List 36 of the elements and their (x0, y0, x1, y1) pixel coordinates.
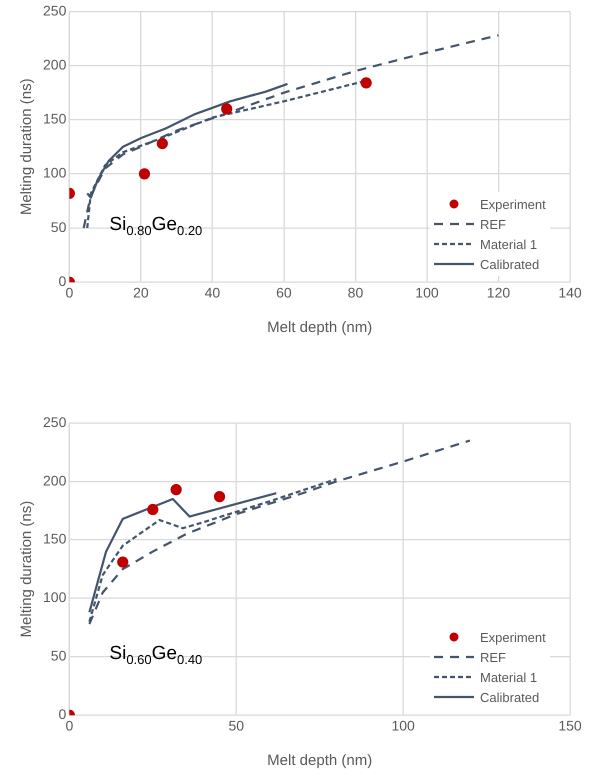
y-tick-label: 250 (43, 414, 67, 430)
y-tick-label: 250 (43, 2, 67, 18)
x-tick-label: 50 (228, 717, 244, 734)
x-tick-label: 150 (558, 717, 582, 734)
x-tick-label: 60 (276, 284, 292, 300)
y-tick-label: 0 (58, 706, 67, 722)
y-axis-title: Melting duration (ns) (18, 500, 36, 638)
annotation: Si$_{0.80}$Ge$_{0.20}$ (109, 214, 202, 238)
legend-label: Material 1 (480, 670, 538, 685)
y-tick-label: 100 (43, 164, 67, 181)
y-tick-label: 0 (58, 273, 67, 290)
x-tick-label: 120 (486, 284, 510, 300)
legend-label: Calibrated (480, 256, 540, 272)
x-tick-label: 140 (558, 284, 582, 300)
y-tick-label: 150 (43, 530, 67, 547)
x-tick-label: 100 (415, 284, 439, 300)
x-tick-label: 80 (348, 284, 364, 300)
x-axis-title: Melt depth (nm) (267, 319, 372, 336)
y-tick-label: 150 (43, 110, 67, 127)
legend-label: Experiment (480, 630, 546, 645)
y-tick-label: 100 (43, 589, 67, 606)
legend-label: Experiment (480, 196, 546, 212)
x-tick-label: 40 (204, 284, 220, 300)
y-axis-title: Melting duration (ns) (18, 78, 36, 216)
x-tick-label: 20 (133, 284, 149, 300)
y-tick-label: 50 (50, 218, 67, 235)
legend-label: REF (480, 650, 506, 665)
y-tick-label: 200 (43, 56, 67, 72)
x-tick-label: 100 (391, 717, 416, 734)
annotation: Si$_{0.60}$Ge$_{0.40}$ (109, 642, 202, 667)
y-tick-label: 200 (43, 472, 67, 488)
x-axis-title: Melt depth (nm) (267, 752, 372, 770)
legend-label: REF (480, 216, 506, 232)
legend-label: Material 1 (480, 236, 538, 252)
y-tick-label: 50 (50, 648, 67, 664)
legend-label: Calibrated (480, 690, 540, 705)
